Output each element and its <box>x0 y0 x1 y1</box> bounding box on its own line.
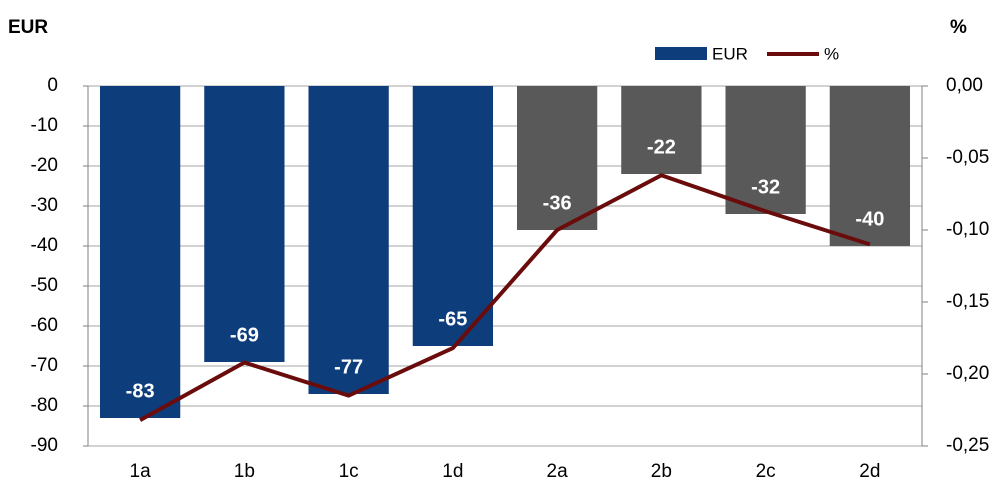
data-label: -83 <box>126 380 155 402</box>
y2-axis-title: % <box>950 17 967 38</box>
data-label: -32 <box>751 176 780 198</box>
bar <box>725 86 806 214</box>
y-tick-label: -20 <box>31 155 58 176</box>
data-label: -65 <box>438 308 467 330</box>
y-tick-label: -90 <box>31 435 58 456</box>
bar <box>204 86 285 362</box>
y-tick-label: -60 <box>31 315 58 336</box>
y-tick-label: -50 <box>31 275 58 296</box>
x-tick-label: 2b <box>651 461 672 482</box>
x-tick-label: 2a <box>547 461 569 482</box>
bar <box>412 86 494 346</box>
y2-tick-label: -0,20 <box>946 363 989 384</box>
data-label: -40 <box>855 208 884 230</box>
y-axis-title: EUR <box>8 17 48 38</box>
x-tick-label: 1c <box>339 461 359 482</box>
line <box>139 173 871 422</box>
legend-swatch <box>655 47 707 60</box>
y2-tick-label: -0,05 <box>946 147 989 168</box>
data-label: -36 <box>543 192 572 214</box>
bar <box>308 86 389 394</box>
x-tick-label: 2d <box>859 461 880 482</box>
y2-tick-label: -0,15 <box>946 291 989 312</box>
y2-tick-label: 0,00 <box>946 75 983 96</box>
x-tick-label: 1a <box>130 461 152 482</box>
y-tick-label: -30 <box>31 195 58 216</box>
x-tick-label: 1b <box>234 461 255 482</box>
bar <box>829 86 911 246</box>
y-tick-label: 0 <box>47 75 58 96</box>
y-tick-label: -70 <box>31 355 58 376</box>
data-label: -22 <box>647 136 676 158</box>
y-tick-label: -40 <box>31 235 58 256</box>
legend-label: % <box>824 44 839 63</box>
data-label: -77 <box>334 356 363 378</box>
bar <box>516 86 598 230</box>
data-label: -69 <box>230 324 259 346</box>
y-tick-label: -10 <box>31 115 58 136</box>
bar <box>99 86 181 418</box>
x-tick-label: 1d <box>442 461 463 482</box>
bar <box>621 86 702 174</box>
y2-tick-label: -0,10 <box>946 219 989 240</box>
legend-label: EUR <box>712 44 748 63</box>
x-tick-label: 2c <box>756 461 776 482</box>
y2-tick-label: -0,25 <box>946 435 989 456</box>
y-tick-label: -80 <box>31 395 58 416</box>
